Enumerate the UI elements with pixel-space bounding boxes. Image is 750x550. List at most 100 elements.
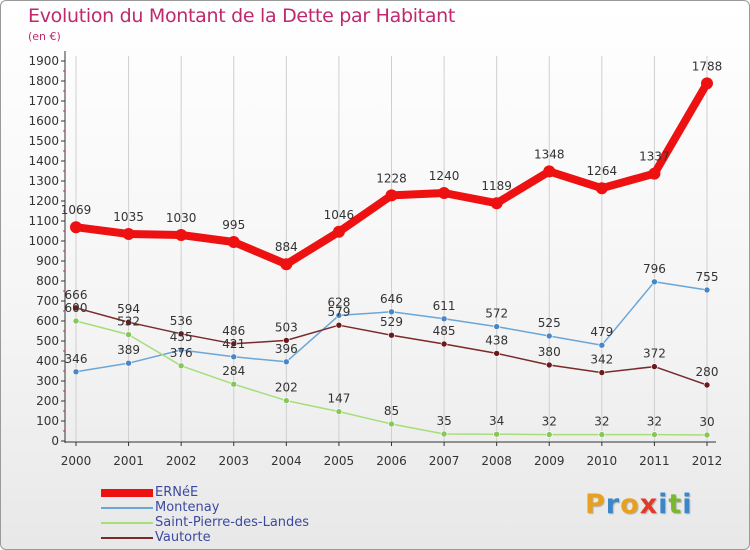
- data-label: 532: [117, 315, 140, 329]
- data-point: [122, 228, 135, 240]
- data-point: [388, 420, 395, 428]
- data-label: 284: [222, 364, 245, 378]
- y-tick-label: 100: [36, 414, 59, 428]
- data-label: 572: [485, 307, 508, 321]
- x-tick-label: 2005: [324, 454, 355, 468]
- data-label: 1046: [324, 208, 355, 222]
- legend-swatch: [101, 489, 153, 497]
- data-label: 372: [643, 347, 666, 361]
- data-label: 35: [436, 414, 451, 428]
- legend-swatch: [101, 507, 153, 509]
- x-tick-label: 2000: [61, 454, 92, 468]
- data-point: [125, 331, 132, 338]
- data-point: [72, 368, 80, 376]
- y-tick-label: 1400: [28, 154, 59, 168]
- data-point: [595, 182, 608, 195]
- data-label: 32: [542, 415, 557, 429]
- data-point: [177, 330, 185, 338]
- data-point: [545, 431, 553, 438]
- data-point: [175, 229, 188, 241]
- data-point: [490, 197, 503, 210]
- data-point: [598, 369, 606, 376]
- data-label: 396: [275, 342, 298, 356]
- y-tick-label: 1900: [28, 54, 59, 68]
- legend-label: Saint-Pierre-des-Landes: [155, 515, 310, 530]
- y-tick-label: 300: [36, 374, 59, 388]
- data-point: [335, 408, 343, 415]
- legend-item: ERNéE: [101, 485, 309, 500]
- data-label: 85: [384, 404, 399, 418]
- data-label: 342: [590, 353, 613, 367]
- data-point: [440, 315, 448, 323]
- x-tick-label: 2001: [113, 454, 144, 468]
- data-label: 30: [699, 415, 714, 429]
- data-label: 1030: [166, 211, 197, 225]
- data-label: 884: [275, 240, 298, 254]
- x-tick-label: 2006: [376, 454, 407, 468]
- data-label: 346: [65, 352, 88, 366]
- data-point: [230, 380, 238, 388]
- data-point: [230, 340, 238, 348]
- data-point: [227, 236, 240, 248]
- data-point: [651, 363, 658, 370]
- data-point: [545, 332, 553, 340]
- data-label: 536: [170, 314, 193, 328]
- data-point: [545, 361, 553, 369]
- logo-letter: i: [682, 489, 693, 520]
- y-tick-label: 400: [36, 354, 59, 368]
- data-label: 628: [327, 295, 350, 309]
- data-label: 666: [65, 288, 88, 302]
- data-label: 1348: [534, 147, 565, 161]
- data-label: 503: [275, 320, 298, 334]
- chart-title: Evolution du Montant de la Dette par Hab…: [28, 5, 456, 27]
- y-tick-label: 1700: [28, 94, 59, 108]
- logo-letter: o: [620, 489, 640, 520]
- data-point: [385, 189, 398, 202]
- legend-swatch: [101, 537, 153, 539]
- legend-label: Montenay: [155, 500, 220, 515]
- data-point: [283, 358, 290, 366]
- data-label: 646: [380, 292, 403, 306]
- y-tick-label: 1100: [28, 214, 59, 228]
- x-tick-label: 2008: [481, 454, 512, 468]
- data-point: [543, 165, 556, 178]
- legend-label: ERNéE: [155, 485, 199, 500]
- data-point: [125, 318, 132, 326]
- data-point: [70, 221, 82, 234]
- data-label: 32: [594, 415, 609, 429]
- legend-swatch: [101, 522, 153, 524]
- data-point: [493, 323, 500, 330]
- logo-letter: x: [639, 489, 659, 520]
- y-tick-label: 1800: [28, 74, 59, 88]
- x-tick-label: 2004: [271, 454, 302, 468]
- data-point: [332, 225, 345, 238]
- data-label: 376: [170, 346, 193, 360]
- data-point: [438, 187, 451, 199]
- x-tick-label: 2007: [429, 454, 460, 468]
- logo-letter: P: [585, 489, 606, 520]
- data-point: [440, 340, 448, 348]
- data-label: 1069: [61, 203, 92, 217]
- data-label: 1035: [113, 210, 144, 224]
- y-tick-label: 1000: [28, 234, 59, 248]
- data-point: [125, 359, 132, 367]
- data-point: [335, 312, 343, 319]
- data-label: 1337: [639, 150, 670, 164]
- y-tick-label: 600: [36, 314, 59, 328]
- data-label: 455: [170, 330, 193, 344]
- y-tick-label: 900: [36, 254, 59, 268]
- logo-letter: i: [658, 489, 669, 520]
- data-label: 202: [275, 381, 298, 395]
- proxiti-logo: Proxiti: [585, 489, 693, 520]
- data-label: 1228: [376, 171, 407, 185]
- x-tick-label: 2003: [218, 454, 249, 468]
- y-tick-label: 1500: [28, 134, 59, 148]
- y-tick-label: 1300: [28, 174, 59, 188]
- y-tick-label: 200: [36, 394, 59, 408]
- data-point: [651, 278, 658, 286]
- data-label: 389: [117, 343, 140, 357]
- logo-letter: r: [605, 489, 621, 520]
- data-label: 486: [222, 324, 245, 338]
- data-label: 380: [538, 345, 561, 359]
